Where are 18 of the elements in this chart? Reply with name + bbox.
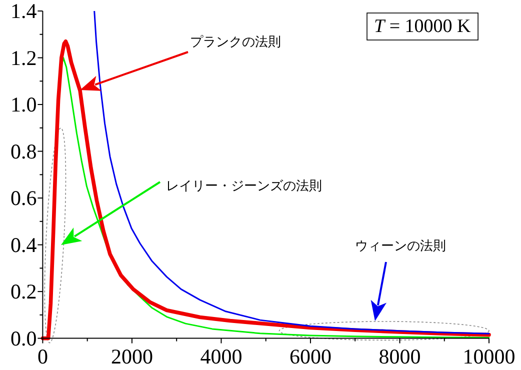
annotation: プランクの法則 — [190, 35, 281, 50]
y-tick-label: 0.4 — [10, 232, 38, 257]
y-tick-label: 0.2 — [10, 280, 37, 304]
y-tick-label: 0.6 — [10, 186, 37, 210]
y-tick-label: 1.4 — [10, 0, 38, 23]
x-tick-label: 2000 — [110, 344, 153, 368]
x-tick-label: 6000 — [289, 344, 332, 368]
annotation: レイリー・ジーンズの法則 — [166, 179, 322, 194]
x-tick-label: 8000 — [378, 344, 421, 368]
x-tick-label: 10000 — [462, 344, 516, 368]
y-tick-label: 1.2 — [10, 46, 37, 70]
y-tick-label: 1.0 — [10, 92, 37, 117]
annotation: T = 10000 K — [374, 16, 472, 37]
x-tick-label: 4000 — [200, 344, 242, 368]
y-tick-label: 0.8 — [10, 139, 37, 164]
annotation: ウィーンの法則 — [355, 239, 446, 254]
y-tick-label: 0.0 — [10, 326, 37, 350]
x-tick-label: 0 — [37, 344, 48, 368]
